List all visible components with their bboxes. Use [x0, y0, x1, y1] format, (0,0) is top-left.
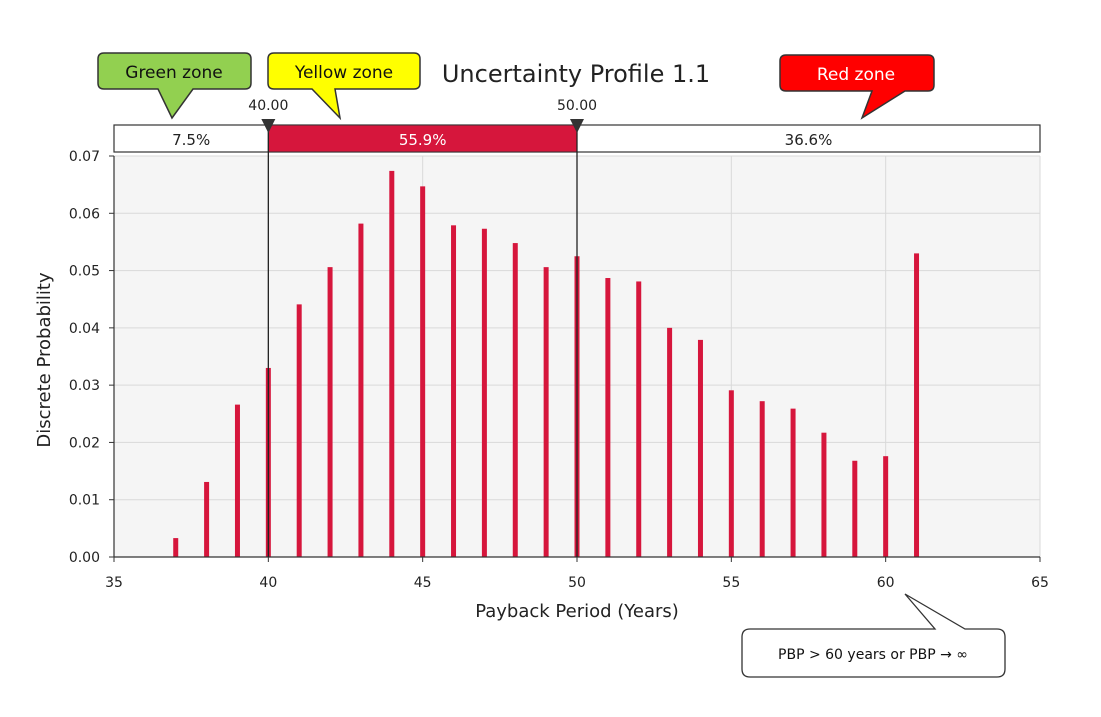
x-tick-label: 50 [568, 575, 586, 591]
x-tick-label: 45 [414, 575, 432, 591]
x-tick-label: 65 [1031, 575, 1049, 591]
bar-57 [790, 408, 796, 557]
y-tick-label: 0.04 [69, 321, 100, 337]
x-axis-title: Payback Period (Years) [475, 601, 679, 622]
y-tick-label: 0.06 [69, 206, 100, 222]
yellow-zone-callout: Yellow zone [267, 52, 421, 121]
bar-60 [883, 456, 889, 557]
x-tick-label: 40 [259, 575, 277, 591]
bar-59 [852, 460, 858, 557]
bar-47 [481, 228, 487, 557]
region-percent-label: 7.5% [172, 131, 210, 149]
bar-53 [667, 327, 673, 557]
bar-48 [512, 243, 518, 557]
bar-43 [358, 223, 364, 557]
bar-49 [543, 267, 549, 557]
region-percent-label: 36.6% [785, 131, 833, 149]
pbp-note-text: PBP > 60 years or PBP → ∞ [778, 647, 968, 663]
delimiter-triangle [570, 119, 584, 133]
bar-45 [420, 186, 426, 557]
yellow-zone-label: Yellow zone [294, 63, 393, 83]
bar-52 [636, 281, 642, 557]
red-zone-bubble [779, 54, 935, 120]
bar-39 [234, 404, 240, 557]
delimiter-label: 40.00 [248, 98, 288, 114]
bar-51 [605, 278, 611, 557]
delimiters: 40.00 50.00 [248, 98, 597, 557]
red-zone-label: Red zone [817, 65, 895, 85]
y-tick-label: 0.01 [69, 493, 100, 509]
bar-42 [327, 267, 333, 557]
red-zone-callout: Red zone [779, 54, 935, 120]
y-tick-label: 0.07 [69, 149, 100, 165]
x-tick-label: 55 [722, 575, 740, 591]
bar-series [173, 170, 920, 557]
region-percent-label: 55.9% [399, 131, 447, 149]
bar-61 [914, 253, 920, 557]
y-axis-title: Discrete Probability [34, 272, 55, 448]
delimiter-label: 50.00 [557, 98, 597, 114]
delimiter-triangle [261, 119, 276, 133]
bar-46 [451, 225, 457, 557]
bar-58 [821, 432, 827, 557]
x-tick-labels: 35 40 45 50 55 60 65 [105, 575, 1049, 591]
bar-56 [759, 401, 765, 557]
bar-41 [296, 304, 302, 557]
y-tick-label: 0.05 [69, 264, 100, 280]
x-tick-label: 60 [877, 575, 895, 591]
yellow-zone-bubble [267, 52, 421, 121]
y-tick-labels: 0.00 0.01 0.02 0.03 0.04 0.05 0.06 0.07 [69, 149, 100, 566]
chart-title: Uncertainty Profile 1.1 [442, 60, 710, 88]
bar-38 [204, 481, 210, 557]
y-tick-label: 0.03 [69, 378, 100, 394]
x-tick-label: 35 [105, 575, 123, 591]
pbp-note-callout: PBP > 60 years or PBP → ∞ [741, 593, 1006, 678]
green-zone-bubble [97, 52, 252, 120]
bar-37 [173, 538, 179, 557]
pbp-note-bubble [741, 593, 1006, 678]
bar-54 [697, 339, 703, 557]
y-tick-label: 0.02 [69, 435, 100, 451]
bar-55 [728, 390, 734, 557]
y-tick-label: 0.00 [69, 550, 100, 566]
green-zone-label: Green zone [125, 63, 222, 83]
green-zone-callout: Green zone [97, 52, 252, 120]
bar-44 [389, 170, 395, 557]
strip-highlight [267, 124, 578, 153]
